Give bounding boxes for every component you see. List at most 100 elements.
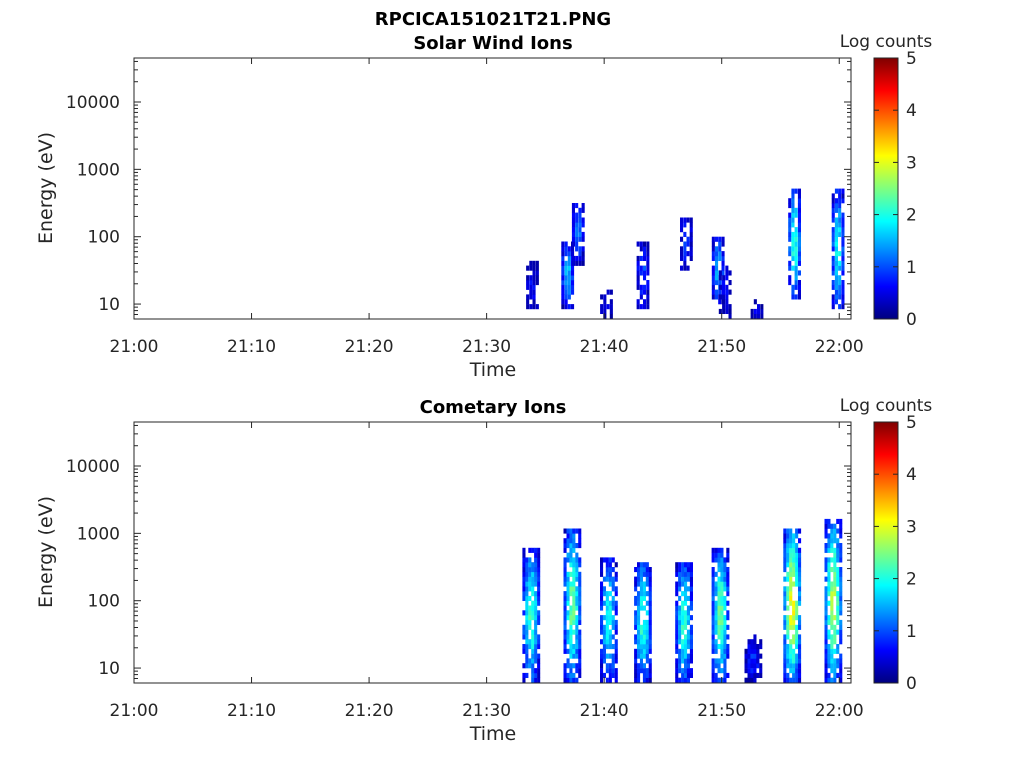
colorbar-tick-label: 2	[906, 206, 917, 226]
spectrogram-cell	[645, 648, 649, 654]
spectrogram-cell	[723, 571, 727, 577]
spectrogram-cell	[798, 586, 802, 592]
spectrogram-cell	[830, 634, 834, 640]
spectrogram-cell	[605, 595, 609, 602]
spectrogram-cell	[637, 634, 641, 640]
spectrogram-cell	[675, 562, 679, 568]
spectrogram-cell	[537, 576, 541, 582]
colorbar-tick-label: 5	[906, 413, 917, 433]
spectrogram-cell	[578, 571, 582, 577]
spectrogram-cell	[683, 260, 687, 266]
spectrogram-cell	[561, 255, 565, 262]
spectrogram-cell	[750, 639, 754, 645]
spectrogram-cell	[836, 547, 840, 553]
spectrogram-cell	[798, 634, 802, 640]
spectrogram-cell	[566, 552, 570, 558]
spectrogram-cell	[646, 280, 650, 286]
spectrogram-cell	[537, 615, 541, 621]
spectrogram-cell	[529, 265, 533, 271]
spectrogram-cell	[569, 543, 573, 549]
spectrogram-cell	[569, 663, 573, 669]
spectrogram-cell	[753, 308, 757, 315]
spectrogram-cell	[532, 260, 536, 266]
spectrogram-cell	[717, 610, 721, 616]
spectrogram-cell	[646, 251, 650, 257]
spectrogram-cell	[831, 284, 835, 290]
spectrogram-cell	[839, 533, 843, 539]
spectrogram-cell	[571, 275, 575, 281]
spectrogram-cell	[689, 255, 693, 262]
spectrogram-cell	[611, 658, 615, 664]
spectrogram-cell	[723, 619, 727, 626]
spectrogram-cell	[711, 265, 715, 271]
spectrogram-cell	[678, 586, 682, 592]
spectrogram-cell	[525, 571, 529, 577]
spectrogram-cell	[715, 270, 719, 276]
spectrogram-cell	[726, 576, 730, 582]
spectrogram-cell	[689, 653, 693, 659]
spectrogram-cell	[678, 619, 682, 626]
spectrogram-cell	[794, 284, 798, 290]
spectrogram-cell	[747, 658, 751, 664]
spectrogram-cell	[648, 576, 652, 582]
spectrogram-cell	[605, 557, 609, 563]
spectrogram-cell	[836, 605, 840, 611]
spectrogram-cell	[714, 677, 718, 683]
spectrogram-cell	[791, 289, 795, 295]
spectrogram-cell	[566, 543, 570, 549]
spectrogram-cell	[711, 619, 715, 626]
spectrogram-cell	[572, 595, 576, 602]
spectrogram-cell	[833, 576, 837, 582]
spectrogram-cell	[611, 567, 615, 573]
spectrogram-cell	[602, 672, 606, 679]
spectrogram-cell	[831, 255, 835, 262]
spectrogram-cell	[526, 275, 530, 281]
spectrogram-cell	[522, 610, 526, 616]
spectrogram-cell	[824, 644, 828, 650]
spectrogram-cell	[795, 528, 799, 534]
spectrogram-cell	[531, 663, 535, 669]
spectrogram-cell	[569, 624, 573, 630]
spectrogram-cell	[645, 672, 649, 679]
spectrogram-cell	[566, 677, 570, 683]
spectrogram-cell	[648, 567, 652, 573]
spectrogram-cell	[720, 639, 724, 645]
spectrogram-cell	[831, 198, 835, 204]
spectrogram-cell	[791, 255, 795, 262]
spectrogram-cell	[791, 207, 795, 213]
spectrogram-cell	[571, 207, 575, 213]
spectrogram-cell	[602, 557, 606, 563]
spectrogram-cell	[794, 241, 798, 247]
spectrogram-cell	[831, 260, 835, 266]
spectrogram-cell	[645, 634, 649, 640]
spectrogram-cell	[711, 576, 715, 582]
spectrogram-cell	[714, 644, 718, 650]
spectrogram-cell	[578, 610, 582, 616]
y-tick-label: 1000	[77, 160, 120, 180]
spectrogram-cell	[747, 648, 751, 654]
spectrogram-cell	[786, 571, 790, 577]
spectrogram-cell	[839, 619, 843, 626]
spectrogram-cell	[567, 284, 571, 290]
spectrogram-cell	[791, 193, 795, 199]
spectrogram-cell	[575, 567, 579, 573]
spectrogram-cell	[841, 222, 845, 228]
spectrogram-cell	[680, 251, 684, 257]
spectrogram-cell	[684, 581, 688, 587]
spectrogram-cell	[798, 624, 802, 630]
spectrogram-cell	[578, 663, 582, 669]
spectrogram-cell	[571, 260, 575, 266]
spectrogram-cell	[575, 677, 579, 683]
y-tick-label: 100	[88, 592, 120, 612]
spectrogram-cell	[681, 610, 685, 616]
spectrogram-cell	[575, 246, 579, 252]
spectrogram-cell	[525, 605, 529, 611]
spectrogram-cell	[689, 624, 693, 630]
spectrogram-cell	[637, 639, 641, 645]
spectrogram-cell	[563, 672, 567, 679]
spectrogram-cell	[600, 304, 604, 310]
spectrogram-cell	[575, 557, 579, 563]
spectrogram-cell	[561, 265, 565, 271]
spectrogram-cell	[537, 619, 541, 626]
spectrogram-cell	[783, 567, 787, 573]
